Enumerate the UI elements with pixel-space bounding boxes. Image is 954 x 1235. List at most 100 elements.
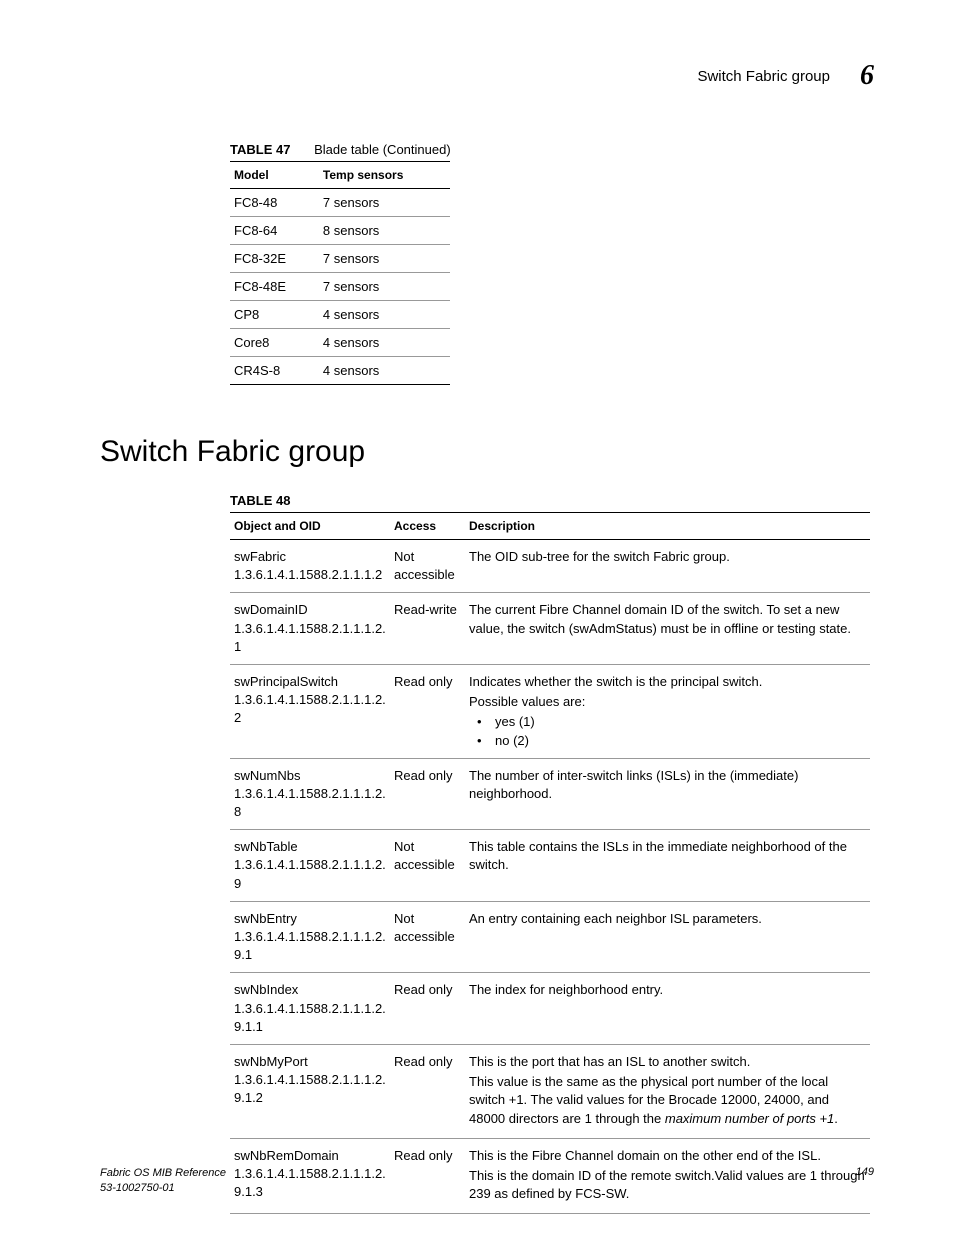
cell-access: Not accessible (390, 540, 465, 593)
table47-caption: TABLE 47 Blade table (Continued) (230, 142, 874, 157)
oid-number: 1.3.6.1.4.1.1588.2.1.1.1.2.8 (234, 785, 386, 821)
description-text: This table contains the ISLs in the imme… (469, 838, 866, 874)
footer-left: Fabric OS MIB Reference 53-1002750-01 (100, 1166, 226, 1195)
description-text: This is the port that has an ISL to anot… (469, 1053, 866, 1071)
switch-fabric-table: Object and OID Access Description swFabr… (230, 512, 870, 1214)
cell-sensors: 7 sensors (319, 245, 450, 273)
table48-container: TABLE 48 Object and OID Access Descripti… (230, 493, 874, 1214)
oid-number: 1.3.6.1.4.1.1588.2.1.1.1.2.1 (234, 620, 386, 656)
cell-sensors: 4 sensors (319, 357, 450, 385)
col-model: Model (230, 162, 319, 189)
description-text: The current Fibre Channel domain ID of t… (469, 601, 866, 637)
table-row: Core84 sensors (230, 329, 450, 357)
col-sensors: Temp sensors (319, 162, 450, 189)
oid-name: swNbIndex (234, 981, 386, 999)
cell-model: CR4S-8 (230, 357, 319, 385)
description-text: The OID sub-tree for the switch Fabric g… (469, 548, 866, 566)
cell-description: This table contains the ISLs in the imme… (465, 830, 870, 902)
table-row: swFabric1.3.6.1.4.1.1588.2.1.1.1.2Not ac… (230, 540, 870, 593)
oid-number: 1.3.6.1.4.1.1588.2.1.1.1.2.9.1.1 (234, 1000, 386, 1036)
table-row: FC8-487 sensors (230, 189, 450, 217)
list-item: yes (1) (481, 713, 866, 731)
description-text: An entry containing each neighbor ISL pa… (469, 910, 866, 928)
cell-description: The OID sub-tree for the switch Fabric g… (465, 540, 870, 593)
doc-title: Fabric OS MIB Reference (100, 1166, 226, 1180)
table-row: CP84 sensors (230, 301, 450, 329)
cell-access: Read only (390, 758, 465, 830)
table-row: swNbMyPort1.3.6.1.4.1.1588.2.1.1.1.2.9.1… (230, 1044, 870, 1138)
cell-description: This is the port that has an ISL to anot… (465, 1044, 870, 1138)
oid-number: 1.3.6.1.4.1.1588.2.1.1.1.2 (234, 566, 386, 584)
oid-number: 1.3.6.1.4.1.1588.2.1.1.1.2.2 (234, 691, 386, 727)
blade-table: Model Temp sensors FC8-487 sensorsFC8-64… (230, 161, 450, 385)
cell-access: Read only (390, 973, 465, 1045)
table-header-row: Object and OID Access Description (230, 513, 870, 540)
cell-description: The number of inter-switch links (ISLs) … (465, 758, 870, 830)
cell-sensors: 4 sensors (319, 301, 450, 329)
cell-object-oid: swPrincipalSwitch1.3.6.1.4.1.1588.2.1.1.… (230, 664, 390, 758)
table-row: FC8-648 sensors (230, 217, 450, 245)
description-text-2: This value is the same as the physical p… (469, 1073, 866, 1128)
page-footer: Fabric OS MIB Reference 53-1002750-01 14… (100, 1166, 874, 1195)
table47-container: TABLE 47 Blade table (Continued) Model T… (230, 142, 874, 385)
oid-name: swNumNbs (234, 767, 386, 785)
cell-object-oid: swFabric1.3.6.1.4.1.1588.2.1.1.1.2 (230, 540, 390, 593)
oid-name: swNbTable (234, 838, 386, 856)
cell-object-oid: swNbMyPort1.3.6.1.4.1.1588.2.1.1.1.2.9.1… (230, 1044, 390, 1138)
oid-name: swNbMyPort (234, 1053, 386, 1071)
page-number: 149 (856, 1166, 874, 1195)
cell-object-oid: swDomainID1.3.6.1.4.1.1588.2.1.1.1.2.1 (230, 593, 390, 665)
cell-model: FC8-48E (230, 273, 319, 301)
cell-sensors: 7 sensors (319, 273, 450, 301)
table-row: CR4S-84 sensors (230, 357, 450, 385)
table-row: swNumNbs1.3.6.1.4.1.1588.2.1.1.1.2.8Read… (230, 758, 870, 830)
cell-access: Read-write (390, 593, 465, 665)
oid-name: swNbEntry (234, 910, 386, 928)
cell-sensors: 4 sensors (319, 329, 450, 357)
cell-model: Core8 (230, 329, 319, 357)
oid-number: 1.3.6.1.4.1.1588.2.1.1.1.2.9.1 (234, 928, 386, 964)
italic-phrase: maximum number of ports +1 (665, 1111, 834, 1126)
description-text: Indicates whether the switch is the prin… (469, 673, 866, 691)
oid-number: 1.3.6.1.4.1.1588.2.1.1.1.2.9 (234, 856, 386, 892)
cell-sensors: 7 sensors (319, 189, 450, 217)
bullet-list: yes (1)no (2) (469, 713, 866, 749)
doc-number: 53-1002750-01 (100, 1181, 226, 1195)
oid-name: swNbRemDomain (234, 1147, 386, 1165)
cell-access: Not accessible (390, 830, 465, 902)
table-row: swPrincipalSwitch1.3.6.1.4.1.1588.2.1.1.… (230, 664, 870, 758)
cell-description: The index for neighborhood entry. (465, 973, 870, 1045)
table47-label: TABLE 47 (230, 142, 290, 157)
col-access: Access (390, 513, 465, 540)
cell-access: Read only (390, 1044, 465, 1138)
oid-name: swFabric (234, 548, 386, 566)
description-text-2: Possible values are: (469, 693, 866, 711)
cell-model: FC8-48 (230, 189, 319, 217)
oid-name: swPrincipalSwitch (234, 673, 386, 691)
cell-access: Read only (390, 664, 465, 758)
chapter-number: 6 (860, 60, 874, 92)
cell-object-oid: swNbIndex1.3.6.1.4.1.1588.2.1.1.1.2.9.1.… (230, 973, 390, 1045)
page-header: Switch Fabric group 6 (100, 60, 874, 92)
oid-name: swDomainID (234, 601, 386, 619)
description-text: The number of inter-switch links (ISLs) … (469, 767, 866, 803)
cell-description: Indicates whether the switch is the prin… (465, 664, 870, 758)
table-header-row: Model Temp sensors (230, 162, 450, 189)
cell-object-oid: swNbEntry1.3.6.1.4.1.1588.2.1.1.1.2.9.1 (230, 901, 390, 973)
cell-model: FC8-32E (230, 245, 319, 273)
oid-number: 1.3.6.1.4.1.1588.2.1.1.1.2.9.1.2 (234, 1071, 386, 1107)
col-description: Description (465, 513, 870, 540)
table-row: swNbTable1.3.6.1.4.1.1588.2.1.1.1.2.9Not… (230, 830, 870, 902)
cell-description: The current Fibre Channel domain ID of t… (465, 593, 870, 665)
cell-object-oid: swNbTable1.3.6.1.4.1.1588.2.1.1.1.2.9 (230, 830, 390, 902)
section-heading: Switch Fabric group (100, 435, 874, 469)
cell-model: CP8 (230, 301, 319, 329)
table47-caption-text: Blade table (Continued) (314, 142, 451, 157)
table-row: swNbEntry1.3.6.1.4.1.1588.2.1.1.1.2.9.1N… (230, 901, 870, 973)
cell-model: FC8-64 (230, 217, 319, 245)
table-row: swDomainID1.3.6.1.4.1.1588.2.1.1.1.2.1Re… (230, 593, 870, 665)
cell-description: An entry containing each neighbor ISL pa… (465, 901, 870, 973)
description-text: The index for neighborhood entry. (469, 981, 866, 999)
table-row: swNbIndex1.3.6.1.4.1.1588.2.1.1.1.2.9.1.… (230, 973, 870, 1045)
table-row: FC8-32E7 sensors (230, 245, 450, 273)
